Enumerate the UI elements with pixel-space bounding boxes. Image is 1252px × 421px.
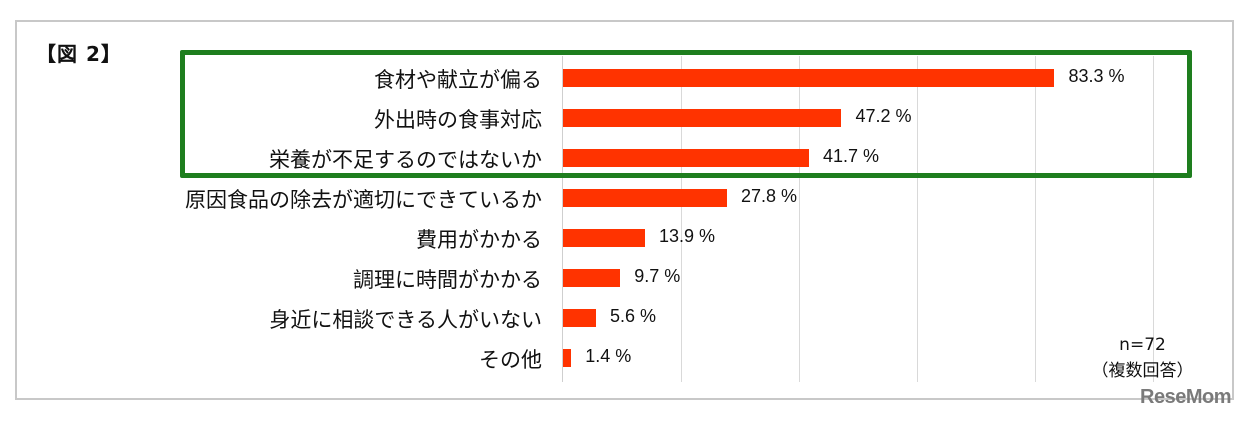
y-axis-line bbox=[562, 56, 563, 382]
gridline-20 bbox=[681, 56, 682, 382]
value-label: 27.8 % bbox=[741, 186, 798, 206]
value-label: 5.6 % bbox=[610, 306, 657, 326]
bar-row: 調理に時間がかかる 9.7 % bbox=[0, 257, 1252, 297]
bar-row: 原因食品の除去が適切にできているか 27.8 % bbox=[0, 177, 1252, 217]
bar-row: 費用がかかる 13.9 % bbox=[0, 217, 1252, 257]
response-type: （複数回答） bbox=[1091, 361, 1194, 381]
highlight-box bbox=[180, 50, 1192, 178]
resemom-logo: ReseMom bbox=[1140, 386, 1231, 408]
gridline-60 bbox=[917, 56, 918, 382]
bar-row: 身近に相談できる人がいない 5.6 % bbox=[0, 297, 1252, 337]
category-label: 調理に時間がかかる bbox=[353, 268, 542, 292]
value-label: 1.4 % bbox=[585, 346, 632, 366]
bar-row: 栄養が不足するのではないか 41.7 % bbox=[0, 137, 1252, 177]
bar bbox=[563, 149, 810, 167]
value-label: 83.3 % bbox=[1068, 66, 1125, 86]
value-label: 41.7 % bbox=[823, 146, 880, 166]
bar bbox=[563, 189, 728, 207]
category-label: 食材や献立が偏る bbox=[374, 68, 542, 92]
category-label: その他 bbox=[479, 348, 542, 372]
bar-row: 外出時の食事対応 47.2 % bbox=[0, 97, 1252, 137]
bar-row: 食材や献立が偏る 83.3 % bbox=[0, 57, 1252, 97]
gridline-80 bbox=[1035, 56, 1036, 382]
category-label: 原因食品の除去が適切にできているか bbox=[185, 188, 542, 212]
bar bbox=[563, 269, 621, 287]
category-label: 外出時の食事対応 bbox=[374, 108, 542, 132]
category-label: 費用がかかる bbox=[416, 228, 542, 252]
bar bbox=[563, 309, 597, 327]
bar bbox=[563, 349, 572, 367]
value-label: 9.7 % bbox=[634, 266, 681, 286]
gridline-100 bbox=[1153, 56, 1154, 382]
sample-note: n=72 （複数回答） bbox=[1080, 332, 1205, 384]
bar bbox=[563, 229, 645, 247]
category-label: 栄養が不足するのではないか bbox=[269, 148, 542, 172]
figure-title: 【図 2】 bbox=[36, 42, 122, 66]
bar-row: その他 1.4 % bbox=[0, 337, 1252, 377]
gridline-40 bbox=[799, 56, 800, 382]
bar bbox=[563, 109, 842, 127]
value-label: 47.2 % bbox=[855, 106, 912, 126]
bar bbox=[563, 69, 1055, 87]
value-label: 13.9 % bbox=[659, 226, 716, 246]
sample-size: n=72 bbox=[1119, 335, 1166, 355]
category-label: 身近に相談できる人がいない bbox=[269, 308, 542, 332]
